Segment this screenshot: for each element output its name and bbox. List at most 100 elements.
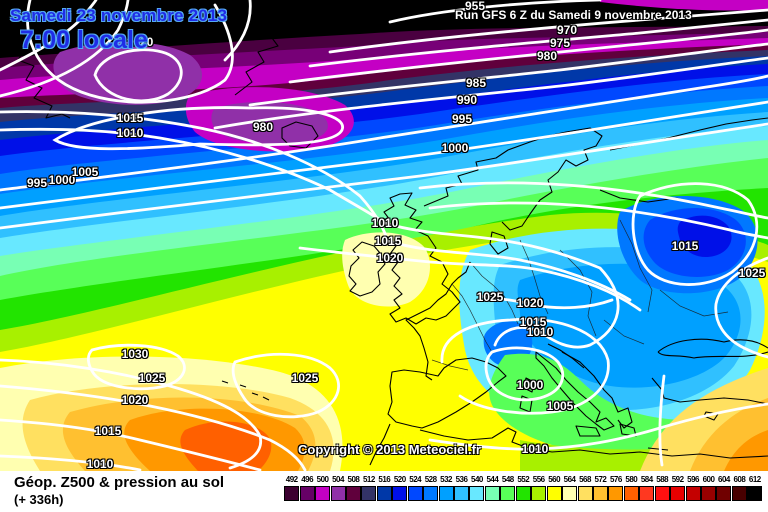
colorbar-swatch [515, 486, 531, 501]
pressure-label: 1015 [374, 234, 402, 248]
colorbar-swatch [423, 486, 439, 501]
pressure-label: 1010 [116, 126, 144, 140]
colorbar-cell: 552 [515, 475, 531, 501]
colorbar-swatch [376, 486, 392, 501]
legend-bar: Géop. Z500 & pression au sol (+ 336h) 49… [0, 471, 768, 512]
colorbar-swatch [500, 486, 516, 501]
colorbar-tick: 560 [548, 475, 561, 484]
colorbar-swatch [623, 486, 639, 501]
colorbar-cell: 500 [315, 475, 331, 501]
colorbar-tick: 492 [285, 475, 298, 484]
colorbar-tick: 572 [594, 475, 607, 484]
colorbar-tick: 532 [440, 475, 453, 484]
pressure-label: 1010 [86, 457, 114, 471]
colorbar-cell: 588 [654, 475, 670, 501]
colorbar-swatch [747, 486, 763, 501]
pressure-label: 1025 [291, 371, 319, 385]
colorbar-cell: 512 [361, 475, 377, 501]
colorbar-swatch [716, 486, 732, 501]
colorbar-swatch [546, 486, 562, 501]
colorbar-cell: 504 [330, 475, 346, 501]
colorbar-swatch [392, 486, 408, 501]
pressure-label: 1005 [546, 399, 574, 413]
colorbar-swatch [562, 486, 578, 501]
colorbar-cell: 580 [623, 475, 639, 501]
colorbar-tick: 600 [702, 475, 715, 484]
colorbar-swatch [685, 486, 701, 501]
colorbar-cell: 536 [454, 475, 470, 501]
colorbar-tick: 496 [301, 475, 314, 484]
forecast-lead-time: (+ 336h) [14, 492, 64, 507]
colorbar-cell: 560 [546, 475, 562, 501]
colorbar-cell: 572 [592, 475, 608, 501]
colorbar-swatch [701, 486, 717, 501]
colorbar-swatch [469, 486, 485, 501]
colorbar-tick: 556 [532, 475, 545, 484]
colorbar-tick: 584 [640, 475, 653, 484]
pressure-label: 1015 [94, 424, 122, 438]
isobars [0, 0, 768, 471]
colorbar-cell: 600 [701, 475, 717, 501]
colorbar-swatch [608, 486, 624, 501]
colorbar-swatch [670, 486, 686, 501]
colorbar-swatch [454, 486, 470, 501]
colorbar-tick: 564 [563, 475, 576, 484]
colorbar-cell: 528 [423, 475, 439, 501]
colorbar-cell: 492 [284, 475, 300, 501]
colorbar-cell: 544 [484, 475, 500, 501]
gfs-z500-pressure-map: 1020 955 970 975 980 985 990 995 1000 1015 1010 980… [0, 0, 768, 471]
colorbar-swatch [531, 486, 547, 501]
pressure-label: 985 [465, 76, 487, 90]
pressure-label: 1020 [516, 296, 544, 310]
colorbar-tick: 612 [748, 475, 761, 484]
colorbar-tick: 540 [471, 475, 483, 484]
pressure-label: 1010 [526, 325, 554, 339]
pressure-label: 1000 [516, 378, 544, 392]
model-run-info: Run GFS 6 Z du Samedi 9 novembre 2013 [455, 8, 692, 22]
colorbar-cell: 508 [345, 475, 361, 501]
colorbar-tick: 544 [486, 475, 499, 484]
colorbar-tick: 596 [687, 475, 700, 484]
pressure-label: 1030 [121, 347, 149, 361]
colorbar-tick: 512 [362, 475, 375, 484]
colorbar-cell: 604 [716, 475, 732, 501]
colorbar-cell: 520 [392, 475, 408, 501]
colorbar-cell: 556 [531, 475, 547, 501]
colorbar-swatch [345, 486, 361, 501]
colorbar-tick: 508 [347, 475, 360, 484]
colorbar-tick: 520 [393, 475, 406, 484]
pressure-label: 1005 [71, 165, 99, 179]
country-borders [431, 219, 729, 371]
colorbar-cell: 532 [438, 475, 454, 501]
colorbar-cell: 576 [608, 475, 624, 501]
colorbar-cell: 524 [407, 475, 423, 501]
pressure-label: 970 [556, 23, 578, 37]
pressure-label: 975 [549, 36, 571, 50]
colorbar-swatch [407, 486, 423, 501]
pressure-label: 1015 [116, 111, 144, 125]
colorbar-tick: 568 [579, 475, 591, 484]
colorbar-cell: 592 [670, 475, 686, 501]
colorbar-tick: 528 [424, 475, 437, 484]
pressure-label: 1025 [138, 371, 166, 385]
colorbar-tick: 552 [517, 475, 530, 484]
colorbar-swatch [592, 486, 608, 501]
colorbar-swatch [577, 486, 593, 501]
colorbar-tick: 592 [671, 475, 684, 484]
colorbar-cell: 548 [500, 475, 516, 501]
colorbar-cell: 516 [376, 475, 392, 501]
pressure-label: 995 [451, 112, 473, 126]
colorbar-swatch [438, 486, 454, 501]
colorbar-tick: 500 [316, 475, 329, 484]
geopotential-colorbar: 492 496 500 504 508 512 516 520 524 528 532 536 540 5… [284, 475, 763, 501]
colorbar-swatch [361, 486, 377, 501]
colorbar-cell: 564 [562, 475, 578, 501]
colorbar-swatch [315, 486, 331, 501]
colorbar-swatch [330, 486, 346, 501]
map-date-title: Samedi 23 novembre 2013 [10, 6, 228, 25]
pressure-label: 1015 [519, 315, 547, 329]
pressure-label: 990 [456, 93, 478, 107]
colorbar-tick: 588 [656, 475, 669, 484]
colorbar-tick: 580 [625, 475, 638, 484]
